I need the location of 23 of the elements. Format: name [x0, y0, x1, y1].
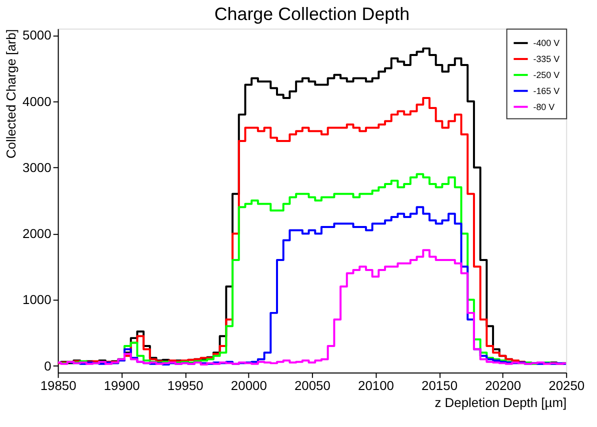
legend-label: -335 V [533, 54, 560, 64]
y-tick-label: 4000 [22, 94, 52, 109]
legend-label: -165 V [533, 86, 560, 96]
legend-label: -400 V [533, 38, 560, 48]
x-tick-label: 20250 [548, 378, 585, 393]
y-tick-label: 0 [44, 358, 52, 374]
x-tick-label: 20000 [230, 378, 267, 393]
y-tick-label: 3000 [22, 160, 52, 175]
x-tick-label: 20200 [485, 378, 522, 393]
legend-label: -80 V [533, 102, 555, 112]
legend-label: -250 V [533, 70, 560, 80]
x-tick-label: 19950 [167, 378, 204, 393]
chart-title: Charge Collection Depth [214, 4, 410, 24]
y-tick-label: 2000 [22, 226, 52, 242]
x-tick-label: 19850 [40, 378, 76, 393]
y-axis-title: Collected Charge [arb] [4, 29, 19, 159]
y-tick-label: 1000 [22, 292, 52, 308]
x-tick-label: 20050 [294, 378, 330, 393]
y-tick-label: 5000 [22, 28, 52, 43]
x-axis-title: z Depletion Depth [µm] [434, 394, 567, 410]
x-tick-label: 20150 [422, 378, 458, 393]
x-tick-label: 19900 [104, 378, 140, 393]
x-tick-label: 20100 [358, 378, 394, 393]
